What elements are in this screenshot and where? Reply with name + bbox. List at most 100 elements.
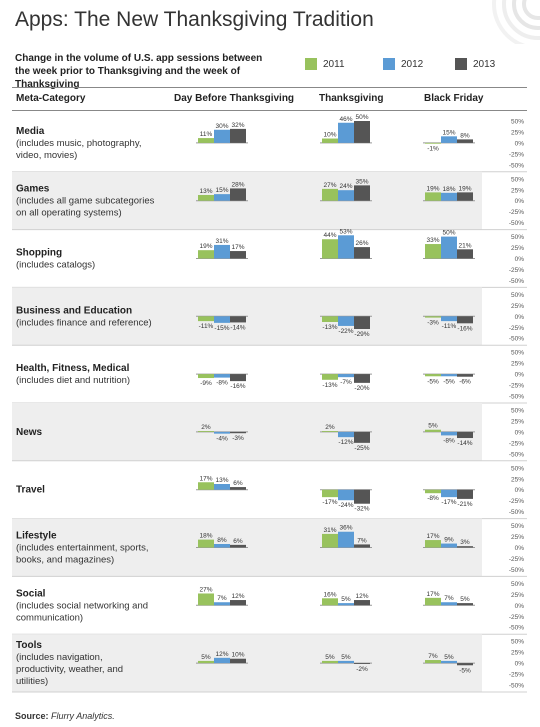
data-label: -15%	[214, 325, 229, 332]
data-label: 36%	[339, 525, 352, 532]
data-label: 18%	[199, 533, 212, 540]
y-tick-label: -25%	[509, 556, 524, 563]
data-label: 8%	[217, 537, 227, 544]
bar-2011	[425, 489, 441, 494]
data-label: -20%	[354, 385, 369, 392]
category-name: Travel	[16, 485, 45, 496]
bar-2013	[354, 247, 370, 259]
y-tick-label: -50%	[509, 509, 524, 516]
y-tick-label: -25%	[509, 325, 524, 332]
data-label: 19%	[458, 185, 471, 192]
y-tick-label: -25%	[509, 440, 524, 447]
legend-item-2012: 2012	[383, 58, 423, 70]
category-description: (includes catalogs)	[16, 260, 95, 271]
y-tick-label: 0%	[515, 140, 525, 147]
bar-2013	[230, 600, 246, 606]
legend-label-2011: 2011	[323, 58, 345, 70]
y-tick-label: 50%	[511, 292, 524, 299]
data-label: 13%	[215, 477, 228, 484]
bar-2011	[322, 598, 338, 606]
y-tick-label: 0%	[515, 198, 525, 205]
data-label: 5%	[341, 596, 351, 603]
y-tick-label: 0%	[515, 545, 525, 552]
data-label: 7%	[444, 595, 454, 602]
bar-2012	[214, 129, 230, 143]
bar-2011	[198, 539, 214, 548]
y-tick-label: -25%	[509, 383, 524, 390]
data-label: -5%	[443, 378, 455, 385]
y-tick-label: 25%	[511, 418, 524, 425]
data-label: -12%	[338, 439, 353, 446]
bar-2013	[230, 374, 246, 382]
bar-2011	[322, 489, 338, 498]
category-name: Lifestyle	[16, 531, 57, 542]
y-tick-label: -25%	[509, 498, 524, 505]
y-tick-label: 50%	[511, 581, 524, 588]
bar-2011	[425, 244, 441, 259]
data-label: -14%	[457, 440, 472, 447]
bar-2013	[230, 431, 246, 434]
bar-2012	[441, 136, 457, 143]
y-tick-label: -50%	[509, 625, 524, 632]
bar-2012	[441, 489, 457, 498]
bar-2012	[214, 244, 230, 259]
y-tick-label: -50%	[509, 451, 524, 458]
data-label: 17%	[231, 244, 244, 251]
decorative-circles	[492, 0, 540, 44]
bar-2013	[230, 487, 246, 490]
legend-swatch-2011	[305, 58, 317, 70]
y-tick-label: 50%	[511, 639, 524, 646]
bar-2012	[338, 122, 354, 143]
y-tick-label: 25%	[511, 187, 524, 194]
data-label: 2%	[325, 424, 335, 431]
data-label: 53%	[339, 228, 352, 235]
legend-item-2013: 2013	[455, 58, 495, 70]
bar-2013	[457, 431, 473, 439]
legend-label-2013: 2013	[473, 58, 496, 70]
data-label: 31%	[215, 238, 228, 245]
page-title: Apps: The New Thanksgiving Tradition	[15, 8, 374, 31]
data-label: 2%	[201, 424, 211, 431]
bar-2013	[457, 139, 473, 143]
data-label: 19%	[199, 243, 212, 250]
bar-2013	[457, 663, 473, 666]
data-label: -29%	[354, 331, 369, 338]
bar-2013	[354, 431, 370, 443]
bar-2012	[214, 484, 230, 490]
data-label: -24%	[338, 502, 353, 509]
data-label: -17%	[441, 499, 456, 506]
y-tick-label: 0%	[515, 661, 525, 668]
category-description: video, movies)	[16, 150, 77, 161]
column-header-day-before: Day Before Thanksgiving	[174, 93, 295, 104]
y-tick-label: -25%	[509, 614, 524, 621]
y-tick-label: -50%	[509, 683, 524, 690]
data-label: 24%	[339, 183, 352, 190]
column-header-row: Meta-Category Day Before Thanksgiving Th…	[12, 87, 527, 111]
data-label: 27%	[199, 586, 212, 593]
data-label: -1%	[427, 145, 439, 152]
bar-2012	[338, 190, 354, 201]
category-name: Social	[16, 588, 46, 599]
bar-2013	[354, 663, 370, 664]
y-tick-label: 25%	[511, 650, 524, 657]
bar-2013	[230, 544, 246, 548]
bar-2011	[322, 316, 338, 322]
bar-2012	[441, 316, 457, 322]
data-label: 9%	[444, 537, 454, 544]
y-tick-label: -25%	[509, 151, 524, 158]
bar-2011	[322, 188, 338, 201]
y-tick-label: -50%	[509, 336, 524, 343]
data-label: -11%	[199, 323, 214, 330]
bar-2011	[322, 138, 338, 143]
data-label: -3%	[427, 320, 439, 327]
category-name: Shopping	[16, 248, 62, 259]
category-description: (includes social networking and	[16, 600, 148, 611]
bar-2011	[425, 192, 441, 201]
bar-2013	[354, 544, 370, 548]
bar-2013	[230, 658, 246, 664]
chart-subtitle: Change in the volume of U.S. app session…	[15, 53, 263, 90]
data-label: 19%	[426, 185, 439, 192]
data-label: 7%	[357, 537, 367, 544]
category-description: books, and magazines)	[16, 555, 114, 566]
category-name: Business and Education	[16, 305, 132, 316]
